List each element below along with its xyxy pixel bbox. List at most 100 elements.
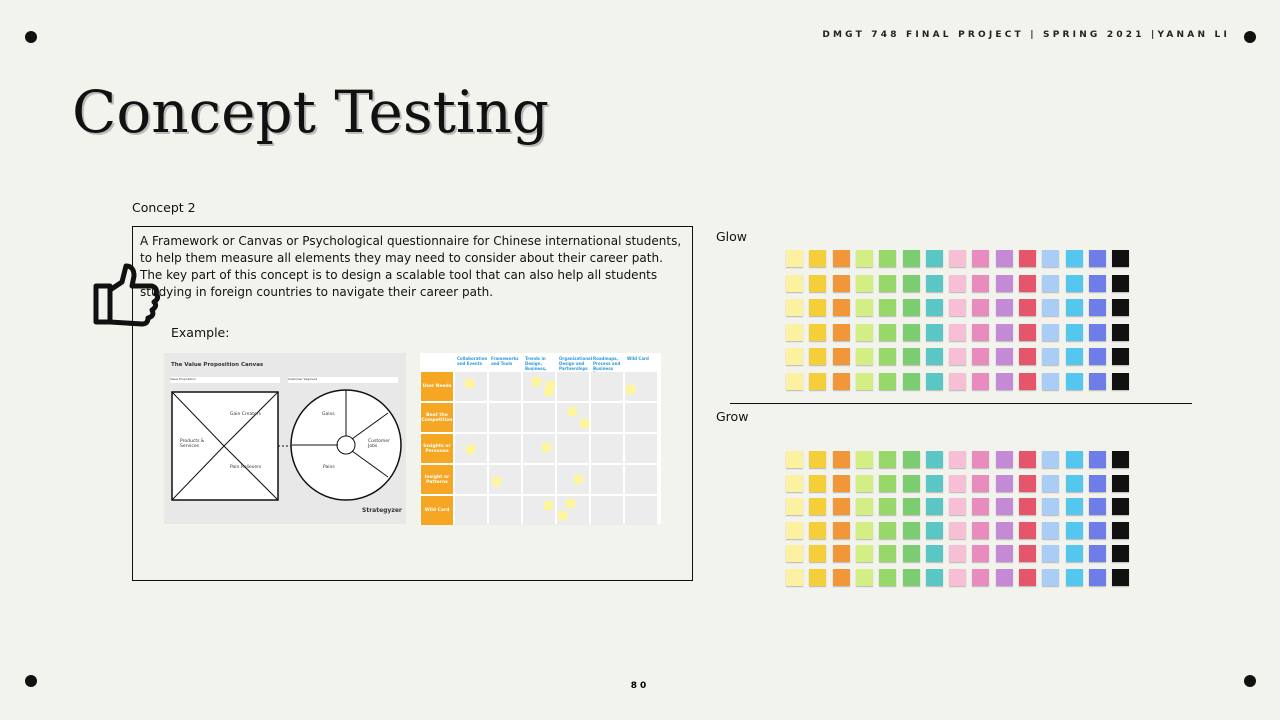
sticky-note <box>1088 348 1106 365</box>
sticky-note <box>1042 498 1060 515</box>
sticky-note <box>995 372 1013 390</box>
sticky-note <box>1019 474 1036 492</box>
sticky-note <box>786 299 803 316</box>
sticky-note <box>1112 348 1130 365</box>
sticky-note <box>949 568 967 586</box>
sticky-note <box>855 274 873 292</box>
sticky-note <box>949 299 967 316</box>
cell <box>591 465 623 494</box>
sticky-note <box>1065 474 1083 492</box>
sticky-note <box>1042 274 1060 292</box>
sticky-note <box>1088 372 1106 390</box>
sticky-note <box>1112 521 1130 539</box>
sticky-note <box>855 348 873 365</box>
canvas-label: Gain Creators <box>230 412 261 417</box>
sticky-note <box>809 274 827 292</box>
cell <box>625 403 657 432</box>
cell <box>455 496 487 525</box>
sticky-note <box>995 250 1013 267</box>
sticky-note <box>925 299 943 316</box>
sticky-note <box>1042 372 1060 390</box>
sticky-note <box>949 372 967 390</box>
sticky-note <box>1112 323 1130 341</box>
sticky-note <box>786 498 803 515</box>
sticky-note <box>1019 545 1036 562</box>
sticky-note <box>1019 372 1036 390</box>
line: A Framework or Canvas or Psychological q… <box>140 234 682 248</box>
column-header: Frameworks and Tools <box>491 356 519 366</box>
sticky-note <box>995 274 1013 292</box>
row-header: User Needs <box>421 372 453 401</box>
sticky-note <box>972 568 990 586</box>
cell <box>489 372 521 401</box>
cell <box>591 434 623 463</box>
sticky-note <box>972 474 990 492</box>
sticky-note <box>1088 568 1106 586</box>
sticky-note <box>1112 498 1130 515</box>
row-header: Insight or Patterns <box>421 465 453 494</box>
sticky-note <box>1112 299 1130 316</box>
sticky-note <box>879 299 897 316</box>
sticky-note <box>1042 348 1060 365</box>
cell <box>489 496 521 525</box>
sticky-note <box>580 419 589 428</box>
sticky-note <box>832 521 850 539</box>
sticky-note <box>902 521 920 539</box>
sticky-note <box>972 323 990 341</box>
sticky-note <box>949 474 967 492</box>
sticky-note <box>879 372 897 390</box>
sticky-note <box>879 521 897 539</box>
sticky-note <box>949 545 967 562</box>
cell <box>523 403 555 432</box>
sticky-note <box>542 443 551 452</box>
sticky-note <box>809 323 827 341</box>
sticky-note <box>1065 372 1083 390</box>
row-header: Wild Card <box>421 496 453 525</box>
sticky-note <box>1088 521 1106 539</box>
sticky-note <box>558 511 567 520</box>
sticky-note <box>879 498 897 515</box>
field: Value Proposition <box>170 377 280 383</box>
description: A Framework or Canvas or Psychological q… <box>140 233 681 301</box>
column-header: Wild Card <box>627 356 649 361</box>
sticky-note <box>902 498 920 515</box>
sticky-note <box>855 521 873 539</box>
cell <box>591 496 623 525</box>
sticky-note <box>1112 250 1130 267</box>
cell <box>557 372 589 401</box>
sticky-note <box>832 568 850 586</box>
sticky-note <box>925 348 943 365</box>
sticky-note <box>1065 250 1083 267</box>
sticky-note <box>972 274 990 292</box>
sticky-note <box>786 372 803 390</box>
sticky-note <box>1065 498 1083 515</box>
sticky-note <box>832 323 850 341</box>
sticky-note <box>1042 545 1060 562</box>
sticky-note <box>879 348 897 365</box>
sticky-note <box>879 451 897 468</box>
line: to help them measure all elements they m… <box>140 251 663 265</box>
sticky-note <box>879 250 897 267</box>
sticky-note <box>1042 521 1060 539</box>
sticky-note <box>972 348 990 365</box>
canvas-label: Gains <box>322 412 335 417</box>
sticky-note <box>1088 250 1106 267</box>
corner-dot <box>25 31 37 43</box>
sticky-note <box>1019 521 1036 539</box>
sticky-note <box>1042 568 1060 586</box>
brand: Strategyzer <box>362 507 402 514</box>
sticky-note <box>949 250 967 267</box>
canvas-drawing <box>171 389 402 501</box>
sticky-note <box>809 545 827 562</box>
sticky-note <box>925 545 943 562</box>
sticky-note <box>902 451 920 468</box>
sticky-note <box>544 387 553 396</box>
sticky-note <box>995 521 1013 539</box>
sticky-note <box>1019 498 1036 515</box>
sticky-note <box>995 545 1013 562</box>
sticky-note <box>786 451 803 468</box>
sticky-note <box>1019 568 1036 586</box>
sticky-note <box>855 250 873 267</box>
cell <box>489 403 521 432</box>
sticky-note <box>949 348 967 365</box>
